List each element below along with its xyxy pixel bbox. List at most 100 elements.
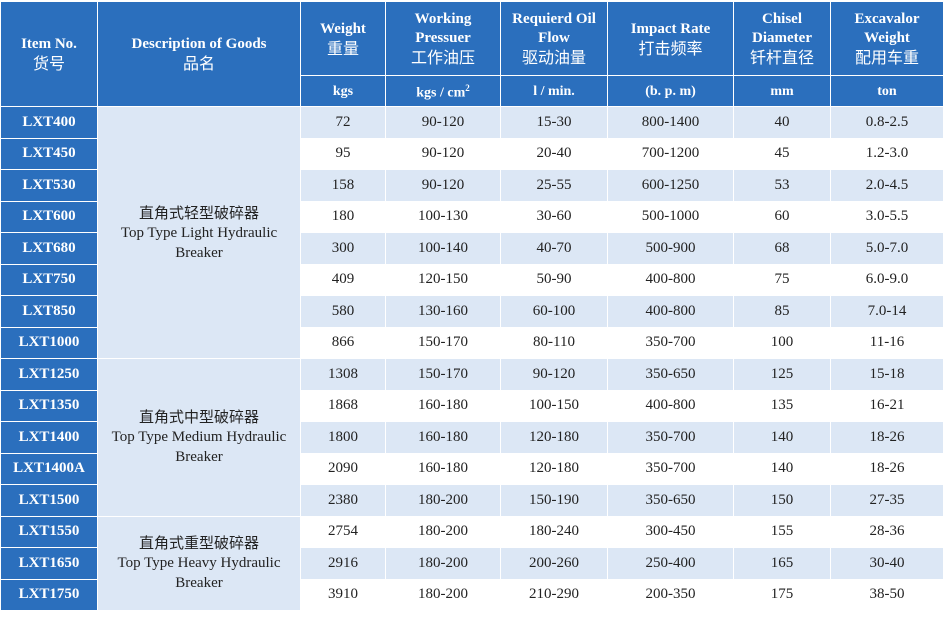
cell: 2090 xyxy=(300,452,386,485)
cell: 53 xyxy=(733,169,831,202)
header-zh: 品名 xyxy=(182,54,215,73)
data-row: LXT1000 866 150-170 80-110 350-700 100 11-16 xyxy=(0,326,944,359)
cell: 160-180 xyxy=(385,421,501,454)
header-row: Item No. 货号 Description of Goods 品名 Weight 重量… xyxy=(0,1,944,107)
unit-sup: 2 xyxy=(465,83,470,94)
column-header: Item No. 货号 xyxy=(0,1,98,107)
header-zh: 工作油压 xyxy=(410,48,475,67)
description: 直角式轻型破碎器 Top Type Light Hydraulic Breaker xyxy=(97,106,301,359)
cell: 90-120 xyxy=(385,137,501,170)
description-zh: 直角式重型破碎器 xyxy=(138,534,259,553)
cell: 180-200 xyxy=(385,484,501,517)
item-no: LXT1550 xyxy=(0,515,98,548)
cell: 350-700 xyxy=(607,326,734,359)
cell: 180-200 xyxy=(385,515,501,548)
header-en: Excavalor Weight xyxy=(854,11,920,46)
cell: 180-240 xyxy=(500,515,608,548)
description-zh: 直角式中型破碎器 xyxy=(138,408,259,427)
cell: 180-200 xyxy=(385,578,501,611)
cell: 1.2-3.0 xyxy=(830,137,944,170)
description-en: Top Type Light Hydraulic Breaker xyxy=(120,224,278,261)
cell: 150-170 xyxy=(385,326,501,359)
cell: 2754 xyxy=(300,515,386,548)
data-row: LXT750 409 120-150 50-90 400-800 75 6.0-9.0 xyxy=(0,263,944,296)
cell: 160-180 xyxy=(385,389,501,422)
header-en: Weight xyxy=(320,20,366,37)
description-en: Top Type Heavy Hydraulic Breaker xyxy=(117,555,281,592)
cell: 300-450 xyxy=(607,515,734,548)
item-no: LXT1250 xyxy=(0,358,98,391)
cell: 158 xyxy=(300,169,386,202)
cell: 30-40 xyxy=(830,547,944,580)
cell: 3910 xyxy=(300,578,386,611)
column-header: Description of Goods 品名 xyxy=(97,1,301,107)
unit-header: (b. p. m) xyxy=(607,75,734,107)
cell: 2.0-4.5 xyxy=(830,169,944,202)
cell: 500-1000 xyxy=(607,200,734,233)
header-zh: 货号 xyxy=(32,54,65,73)
header-zh: 钎杆直径 xyxy=(749,48,814,67)
cell: 300 xyxy=(300,232,386,265)
data-row: LXT1400A 2090 160-180 120-180 350-700 140 18-2… xyxy=(0,452,944,485)
data-row: LXT680 300 100-140 40-70 500-900 68 5.0-7.0 xyxy=(0,232,944,265)
cell: 180 xyxy=(300,200,386,233)
data-row: LXT1250 直角式中型破碎器 Top Type Medium Hydraulic… xyxy=(0,358,944,517)
data-row: LXT600 180 100-130 30-60 500-1000 60 3.0-5.5 xyxy=(0,200,944,233)
item-no: LXT680 xyxy=(0,232,98,265)
item-no: LXT400 xyxy=(0,106,98,139)
cell: 1308 xyxy=(300,358,386,391)
cell: 135 xyxy=(733,389,831,422)
item-no: LXT750 xyxy=(0,263,98,296)
cell: 400-800 xyxy=(607,389,734,422)
cell: 409 xyxy=(300,263,386,296)
header-zh: 驱动油量 xyxy=(521,48,586,67)
cell: 800-1400 xyxy=(607,106,734,139)
header-zh: 打击频率 xyxy=(638,38,703,58)
cell: 15-18 xyxy=(830,358,944,391)
item-no: LXT1400A xyxy=(0,452,98,485)
column-header: Excavalor Weight 配用车重 xyxy=(830,1,944,76)
header-en: Working Pressuer xyxy=(414,11,472,46)
data-row: LXT1350 1868 160-180 100-150 400-800 135 16-21 xyxy=(0,389,944,422)
cell: 125 xyxy=(733,358,831,391)
cell: 0.8-2.5 xyxy=(830,106,944,139)
cell: 20-40 xyxy=(500,137,608,170)
cell: 400-800 xyxy=(607,295,734,328)
cell: 350-650 xyxy=(607,358,734,391)
cell: 150 xyxy=(733,484,831,517)
cell: 155 xyxy=(733,515,831,548)
unit-row: kgs kgs / cm2 l / min. (b. p. m) mm ton xyxy=(1,75,944,107)
cell: 60-100 xyxy=(500,295,608,328)
unit-header: l / min. xyxy=(500,75,608,107)
cell: 350-700 xyxy=(607,452,734,485)
cell: 90-120 xyxy=(385,106,501,139)
item-no: LXT1750 xyxy=(0,578,98,611)
cell: 600-1250 xyxy=(607,169,734,202)
cell: 25-55 xyxy=(500,169,608,202)
cell: 80-110 xyxy=(500,326,608,359)
data-row: LXT1550 直角式重型破碎器 Top Type Heavy Hydraulic … xyxy=(0,515,944,611)
header-en: Description of Goods xyxy=(131,36,267,52)
cell: 2916 xyxy=(300,547,386,580)
unit-text: (b. p. m) xyxy=(645,83,696,99)
header-en: Impact Rate xyxy=(630,20,711,37)
cell: 16-21 xyxy=(830,389,944,422)
cell: 1868 xyxy=(300,389,386,422)
unit-text: ton xyxy=(877,83,897,99)
cell: 140 xyxy=(733,452,831,485)
cell: 6.0-9.0 xyxy=(830,263,944,296)
cell: 200-260 xyxy=(500,547,608,580)
cell: 60 xyxy=(733,200,831,233)
column-header: Impact Rate 打击频率 xyxy=(607,1,734,76)
header-en: Item No. xyxy=(21,36,77,52)
cell: 120-180 xyxy=(500,452,608,485)
data-row: LXT1500 2380 180-200 150-190 350-650 150 27-35 xyxy=(0,484,944,517)
item-no: LXT1400 xyxy=(0,421,98,454)
column-header: Weight 重量 xyxy=(300,1,386,76)
cell: 7.0-14 xyxy=(830,295,944,328)
cell: 150-190 xyxy=(500,484,608,517)
cell: 250-400 xyxy=(607,547,734,580)
column-header: Working Pressuer 工作油压 xyxy=(385,1,501,76)
cell: 120-150 xyxy=(385,263,501,296)
